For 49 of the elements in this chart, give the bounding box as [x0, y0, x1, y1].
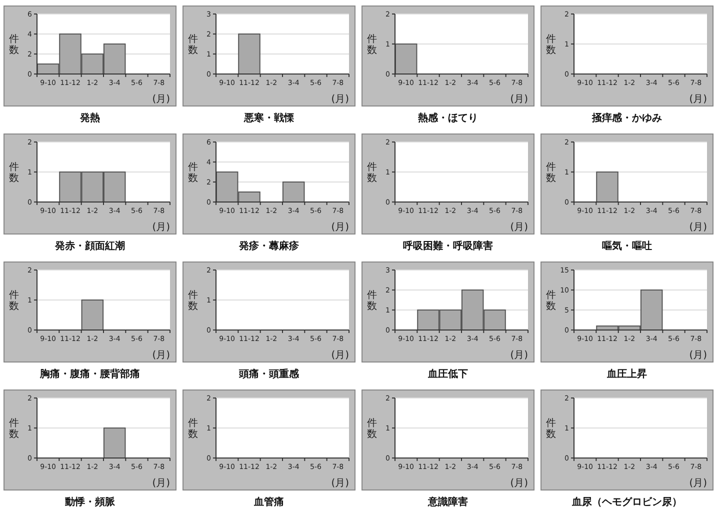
y-axis-title: 件数 [367, 162, 377, 184]
y-axis-title: 件数 [546, 162, 556, 184]
y-axis-title: 件数 [367, 418, 377, 440]
y-axis-title: 件数 [188, 418, 198, 440]
y-axis-title: 件数 [188, 34, 198, 56]
x-axis-title: (月) [510, 350, 528, 361]
bar [282, 182, 305, 202]
text: 発熱 [79, 112, 100, 124]
text: 血管痛 [253, 496, 284, 508]
x-axis-title: (月) [331, 350, 350, 361]
text: 呼吸困難・呼吸障害 [403, 240, 493, 252]
y-axis-title: 件数 [9, 162, 19, 184]
y-axis-title: 件数 [367, 290, 377, 312]
text: 発疹・蕁麻疹 [238, 240, 300, 252]
y-axis-title: 件数 [367, 34, 377, 56]
x-axis-title: (月) [510, 222, 528, 233]
text: 血圧上昇 [606, 368, 647, 380]
text: 血圧低下 [427, 368, 468, 380]
x-axis-title: (月) [152, 350, 170, 361]
y-axis-title: 件数 [546, 418, 556, 440]
text: 血尿（ヘモグロビン尿） [571, 496, 682, 508]
text: 嘔気・嘔吐 [602, 240, 652, 252]
x-axis-title: (月) [510, 94, 528, 105]
x-axis-title: (月) [689, 94, 708, 105]
text: 胸痛・腹痛・腰背部痛 [39, 368, 140, 380]
x-axis-title: (月) [331, 222, 350, 233]
y-axis-title: 件数 [9, 34, 19, 56]
x-axis-title: (月) [152, 94, 170, 105]
x-axis-title: (月) [152, 478, 170, 489]
text: 意識障害 [427, 496, 468, 508]
y-axis-title: 件数 [546, 290, 556, 312]
y-axis-title: 件数 [546, 34, 556, 56]
text: 頭痛・頭重感 [238, 368, 300, 380]
x-axis-title: (月) [331, 478, 350, 489]
text: 悪寒・戦慄 [243, 112, 295, 124]
text: 熱感・ほてり [417, 112, 478, 124]
x-axis-title: (月) [689, 478, 708, 489]
text: 発赤・顔面紅潮 [54, 240, 125, 252]
text: 動悸・頻脈 [64, 496, 116, 508]
y-axis-title: 件数 [9, 290, 19, 312]
x-axis-title: (月) [689, 350, 708, 361]
x-axis-title: (月) [331, 94, 350, 105]
x-axis-title: (月) [152, 222, 170, 233]
x-axis-title: (月) [510, 478, 528, 489]
y-axis-title: 件数 [188, 290, 198, 312]
y-axis-title: 件数 [188, 162, 198, 184]
text: 掻痒感・かゆみ [591, 112, 662, 124]
x-axis-title: (月) [689, 222, 708, 233]
y-axis-title: 件数 [9, 418, 19, 440]
